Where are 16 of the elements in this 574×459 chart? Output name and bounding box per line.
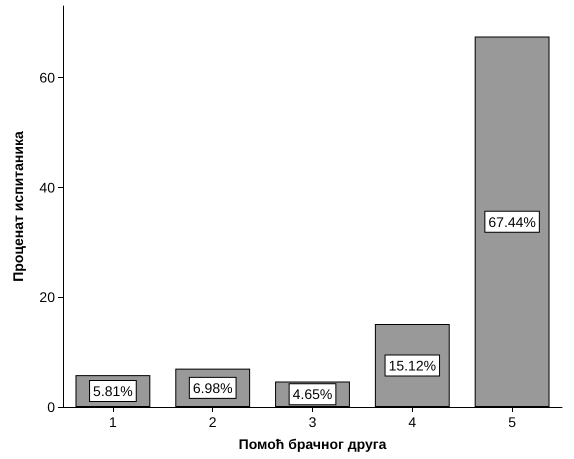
x-tick-label: 5 bbox=[508, 414, 516, 430]
y-tick-label: 60 bbox=[39, 69, 56, 86]
data-label: 15.12% bbox=[388, 357, 436, 374]
y-tick-label: 20 bbox=[39, 289, 56, 306]
y-tick-label: 40 bbox=[39, 179, 56, 196]
y-axis-title: Проценат испитаника bbox=[10, 131, 26, 282]
x-tick-label: 2 bbox=[208, 414, 217, 430]
data-label: 67.44% bbox=[488, 214, 536, 230]
x-tick-label: 4 bbox=[408, 414, 416, 430]
x-tick-label: 3 bbox=[308, 414, 317, 430]
x-axis-title: Помоћ брачног друга bbox=[238, 436, 387, 452]
data-label: 4.65% bbox=[292, 386, 332, 402]
y-tick-label: 0 bbox=[47, 399, 56, 415]
x-tick-label: 1 bbox=[109, 414, 117, 430]
data-label: 6.98% bbox=[192, 380, 233, 396]
data-label: 5.81% bbox=[93, 383, 133, 400]
